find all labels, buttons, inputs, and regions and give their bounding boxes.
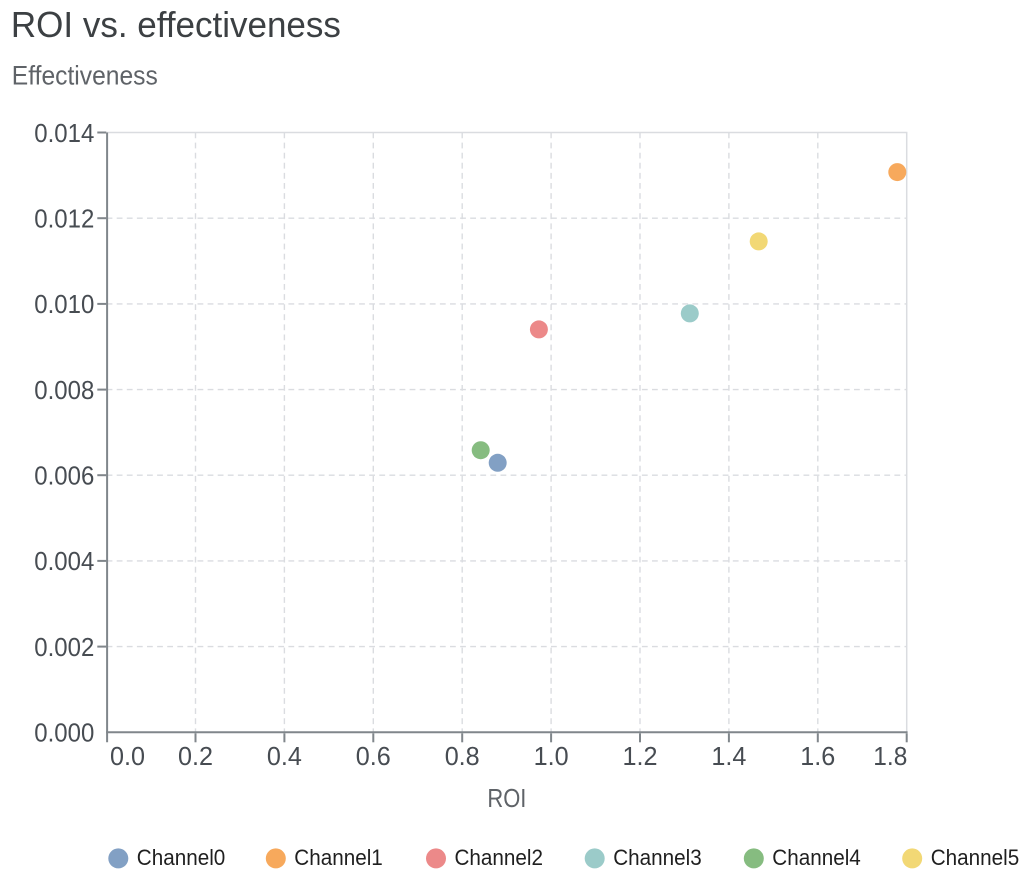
svg-text:1.6: 1.6 (800, 741, 835, 771)
svg-text:Effectiveness: Effectiveness (12, 61, 158, 91)
svg-text:0.000: 0.000 (34, 718, 94, 748)
svg-text:0.002: 0.002 (34, 632, 94, 662)
svg-text:ROI: ROI (487, 783, 526, 813)
svg-text:1.4: 1.4 (711, 741, 746, 771)
svg-text:Channel4: Channel4 (772, 845, 861, 870)
svg-text:Channel1: Channel1 (294, 845, 383, 870)
svg-text:Channel3: Channel3 (613, 845, 702, 870)
svg-text:0.0: 0.0 (110, 741, 145, 771)
svg-text:Channel2: Channel2 (455, 845, 544, 870)
svg-text:0.4: 0.4 (267, 741, 302, 771)
svg-text:0.2: 0.2 (178, 741, 213, 771)
svg-text:0.8: 0.8 (445, 741, 480, 771)
svg-text:0.006: 0.006 (34, 461, 94, 491)
svg-text:Channel0: Channel0 (137, 845, 226, 870)
svg-text:0.014: 0.014 (34, 118, 94, 148)
svg-text:0.6: 0.6 (356, 741, 391, 771)
svg-text:1.8: 1.8 (873, 741, 907, 771)
svg-text:ROI vs. effectiveness: ROI vs. effectiveness (11, 4, 341, 45)
svg-text:0.004: 0.004 (34, 546, 94, 576)
svg-text:0.010: 0.010 (34, 289, 94, 319)
svg-text:0.008: 0.008 (34, 375, 94, 405)
svg-text:Channel5: Channel5 (931, 845, 1020, 870)
svg-text:1.2: 1.2 (623, 741, 658, 771)
svg-text:1.0: 1.0 (534, 741, 569, 771)
svg-text:0.012: 0.012 (34, 204, 94, 234)
